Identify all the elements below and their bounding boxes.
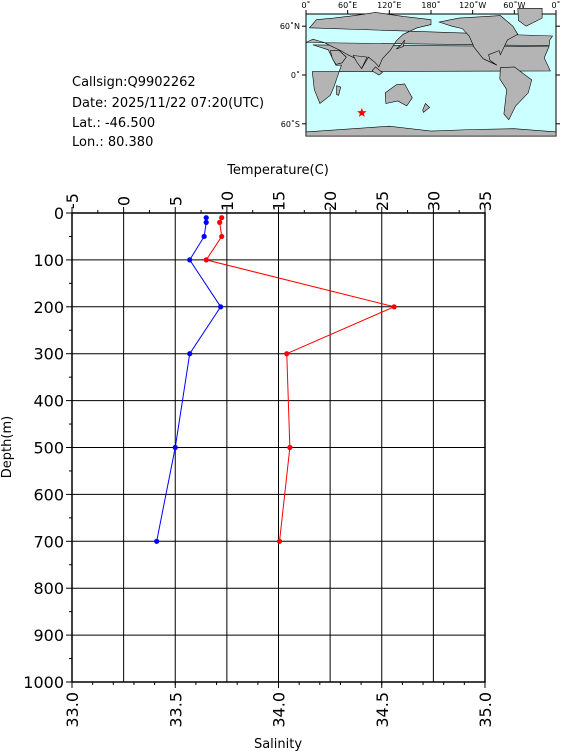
salinity-tick-label: 35.0 <box>476 692 495 728</box>
temperature-data-point <box>284 351 290 357</box>
temperature-tick-label: 20 <box>321 191 340 211</box>
land-greenland <box>517 8 543 27</box>
map-latitude-label: 0˚ <box>291 70 300 80</box>
depth-tick-label: 700 <box>33 532 64 551</box>
depth-tick-label: 1000 <box>23 673 64 692</box>
map-latitude-label: 60˚S <box>281 119 300 129</box>
depth-tick-label: 800 <box>33 579 64 598</box>
temperature-tick-label: 15 <box>270 191 289 211</box>
map-latitude-label: 60˚N <box>280 21 300 31</box>
map-longitude-label: 0˚ <box>301 0 310 10</box>
map-longitude-label: 60˚E <box>338 0 357 10</box>
temperature-tick-label: 5 <box>166 196 185 206</box>
temperature-tick-label: 35 <box>476 191 495 211</box>
land-europe-asia <box>305 12 554 70</box>
salinity-tick-labels: 33.0 33.5 34.0 34.5 35.0 <box>63 692 495 728</box>
temperature-tick-label: 25 <box>373 191 392 211</box>
temperature-tick-label: 30 <box>424 191 443 211</box>
map-latitude-labels: 60˚N 0˚ 60˚S <box>280 21 300 129</box>
map-longitude-label: 120˚W <box>459 0 486 10</box>
temperature-data-point <box>219 215 225 221</box>
depth-tick-label: 400 <box>33 392 64 411</box>
land-japan <box>396 39 405 50</box>
axis-ticks <box>66 207 486 688</box>
land-australia <box>384 83 413 107</box>
salinity-data-point <box>187 257 193 263</box>
depth-tick-label: 0 <box>54 204 64 223</box>
temperature-data-point <box>203 257 209 263</box>
temperature-data-point <box>276 538 283 544</box>
land-arabia <box>329 50 347 65</box>
salinity-data-point <box>201 233 207 240</box>
salinity-tick-label: 34.0 <box>270 692 289 728</box>
land-antarctica <box>305 125 557 137</box>
plot-grid <box>71 212 486 683</box>
temperature-tick-label: 10 <box>218 191 237 211</box>
temperature-data-point <box>287 444 293 451</box>
world-map: 0˚ 60˚E 120˚E 180˚ 120˚W 60˚W 0˚ 60˚N 0˚ 60˚S <box>280 0 561 137</box>
depth-axis-label: Depth(m) <box>0 416 15 478</box>
map-ticks <box>302 10 560 125</box>
temperature-tick-labels: -5 0 5 10 15 20 25 30 35 <box>63 191 495 211</box>
salinity-data-point <box>187 351 193 357</box>
land-south-america <box>499 66 533 121</box>
land-madagascar <box>336 85 342 96</box>
temperature-tick-label: -5 <box>63 193 82 209</box>
temperature-data-point <box>391 304 397 310</box>
map-longitude-label: 60˚W <box>503 0 525 10</box>
salinity-tick-label: 33.5 <box>166 692 185 728</box>
temperature-tick-label: 0 <box>115 196 134 206</box>
depth-tick-label: 900 <box>33 626 64 645</box>
depth-tick-label: 500 <box>33 439 64 458</box>
depth-tick-label: 100 <box>33 251 64 270</box>
salinity-data-point <box>203 219 209 225</box>
land-new-zealand <box>422 102 431 113</box>
map-longitude-label: 180˚ <box>421 0 440 10</box>
temperature-profile-line <box>205 217 396 542</box>
land-india <box>352 55 368 70</box>
map-longitude-labels: 0˚ 60˚E 120˚E 180˚ 120˚W 60˚W 0˚ <box>301 0 560 10</box>
data-series <box>154 215 397 544</box>
longitude-text: Lon.: 80.380 <box>72 135 153 150</box>
salinity-profile-line <box>156 217 222 542</box>
salinity-axis-label: Salinity <box>254 737 302 751</box>
date-text: Date: 2025/11/22 07:20(UTC) <box>72 96 264 111</box>
salinity-tick-label: 34.5 <box>373 692 392 728</box>
salinity-data-point <box>172 444 178 451</box>
salinity-tick-label: 33.0 <box>63 692 82 728</box>
depth-tick-labels: 0 100 200 300 400 500 600 700 800 900 1000 <box>23 204 64 692</box>
depth-tick-label: 200 <box>33 298 64 317</box>
depth-tick-label: 600 <box>33 485 64 504</box>
depth-tick-label: 300 <box>33 345 64 364</box>
land-southeast-asia <box>371 66 383 76</box>
latitude-text: Lat.: -46.500 <box>72 116 155 131</box>
callsign-text: Callsign:Q9902262 <box>72 75 196 90</box>
temperature-data-point <box>219 233 225 240</box>
salinity-data-point <box>154 538 160 544</box>
salinity-data-point <box>218 304 224 310</box>
salinity-data-point <box>203 215 209 221</box>
map-longitude-label: 120˚E <box>377 0 401 10</box>
map-longitude-label: 0˚ <box>551 0 560 10</box>
map-land <box>305 8 557 137</box>
temperature-axis-label: Temperature(C) <box>226 163 329 178</box>
land-north-america <box>438 15 519 66</box>
temperature-data-point <box>217 219 223 225</box>
float-location-marker <box>357 107 367 117</box>
